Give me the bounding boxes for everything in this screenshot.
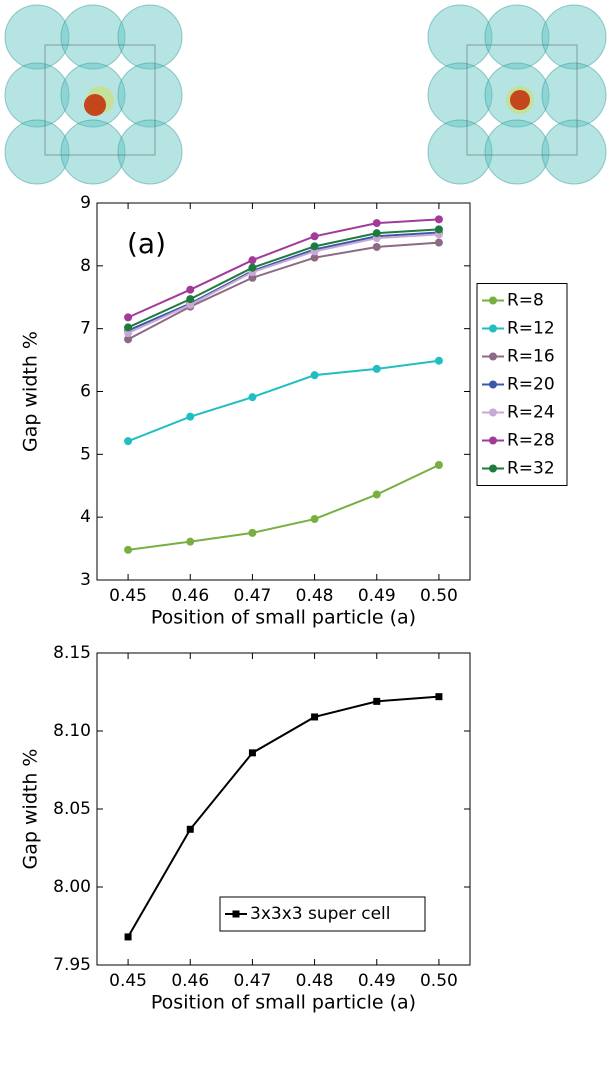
marker	[248, 528, 257, 537]
legend-marker	[489, 380, 497, 389]
legend-label: R=20	[507, 375, 555, 395]
marker	[372, 364, 381, 373]
marker	[186, 295, 195, 304]
y-tick-label: 7	[80, 319, 91, 339]
series-line	[127, 218, 439, 319]
y-tick-label: 8.10	[53, 721, 91, 741]
x-tick-label: 0.50	[420, 971, 458, 991]
series-line	[127, 241, 439, 341]
marker	[124, 329, 133, 338]
marker	[124, 437, 133, 446]
series-line	[127, 228, 439, 329]
x-tick-label: 0.47	[233, 971, 271, 991]
x-axis-label: Position of small particle (a)	[151, 992, 416, 1014]
series-line	[127, 695, 439, 938]
y-axis-label: Gap width %	[20, 749, 42, 870]
x-tick-label: 0.45	[109, 971, 147, 991]
marker	[124, 545, 133, 554]
marker	[124, 933, 132, 941]
marker	[372, 490, 381, 499]
marker	[372, 242, 381, 251]
marker	[434, 215, 443, 224]
marker	[186, 300, 195, 309]
structure-illustration-right	[427, 4, 607, 185]
marker	[186, 537, 195, 546]
marker	[186, 412, 195, 421]
x-tick-label: 0.46	[171, 586, 209, 606]
legend-label: R=16	[507, 347, 555, 367]
annotation: (a)	[127, 227, 166, 260]
x-tick-label: 0.49	[358, 971, 396, 991]
marker	[373, 697, 381, 705]
y-tick-label: 5	[80, 444, 91, 464]
marker	[248, 263, 257, 272]
series-line	[127, 464, 440, 551]
legend-label: R=8	[507, 291, 544, 311]
series-line	[127, 233, 439, 334]
marker	[124, 335, 133, 344]
y-tick-label: 9	[80, 193, 91, 213]
marker	[186, 825, 194, 833]
x-tick-label: 0.46	[171, 971, 209, 991]
marker	[434, 238, 443, 247]
x-axis-label: Position of small particle (a)	[151, 607, 416, 629]
legend-label: R=24	[507, 403, 555, 423]
x-tick-label: 0.49	[358, 586, 396, 606]
y-tick-label: 6	[80, 382, 91, 402]
y-tick-label: 4	[80, 507, 91, 527]
legend-marker	[489, 352, 497, 361]
legend-label: 3x3x3 super cell	[250, 904, 391, 924]
marker	[372, 219, 381, 228]
legend-label: R=28	[507, 431, 555, 451]
legend-box	[219, 896, 426, 932]
x-tick-label: 0.50	[420, 586, 458, 606]
legend-label: R=32	[507, 459, 555, 479]
marker	[310, 242, 319, 251]
marker	[434, 225, 443, 234]
marker	[372, 229, 381, 238]
y-tick-label: 3	[80, 570, 91, 590]
marker	[310, 232, 319, 241]
x-tick-label: 0.47	[233, 586, 271, 606]
legend-marker	[489, 408, 497, 417]
marker	[248, 256, 257, 265]
marker	[248, 393, 257, 402]
marker	[310, 371, 319, 380]
marker	[124, 323, 133, 332]
y-tick-label: 8.15	[53, 643, 91, 663]
marker	[311, 713, 319, 721]
legend-marker	[489, 324, 497, 333]
y-axis-label: Gap width %	[20, 331, 42, 452]
y-tick-label: 7.95	[53, 955, 91, 975]
marker	[186, 285, 195, 294]
x-tick-label: 0.45	[109, 586, 147, 606]
plot-area	[96, 202, 471, 581]
legend-label: R=12	[507, 319, 555, 339]
legend-marker	[232, 910, 240, 918]
marker	[124, 313, 133, 322]
series-line	[127, 359, 440, 443]
y-tick-label: 8.00	[53, 877, 91, 897]
marker	[310, 253, 319, 262]
structure-illustration-left	[4, 4, 183, 185]
x-tick-label: 0.48	[296, 971, 334, 991]
marker	[310, 515, 319, 524]
x-tick-label: 0.48	[296, 586, 334, 606]
y-tick-label: 8.05	[53, 799, 91, 819]
marker	[434, 461, 443, 470]
legend-marker	[489, 296, 497, 305]
marker	[248, 749, 256, 757]
marker	[435, 693, 443, 701]
y-tick-label: 8	[80, 256, 91, 276]
legend-marker	[489, 464, 497, 473]
marker	[434, 356, 443, 365]
legend-marker	[489, 436, 497, 445]
series-line	[127, 231, 439, 332]
marker	[248, 273, 257, 282]
